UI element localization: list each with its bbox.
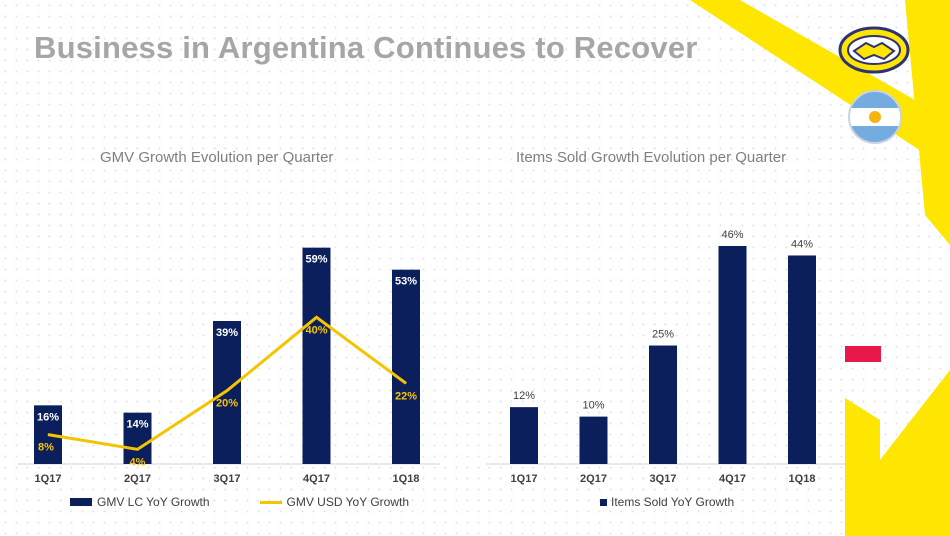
x-tick-label: 4Q17 — [303, 473, 330, 485]
yellow-check-shape — [845, 370, 950, 536]
chart1-title: GMV Growth Evolution per Quarter — [100, 149, 334, 166]
x-tick-label: 2Q17 — [580, 473, 607, 485]
bar-items-sold — [510, 407, 538, 464]
legend-label-gmv-lc: GMV LC YoY Growth — [97, 495, 210, 509]
chart2-legend: Items Sold YoY Growth — [600, 495, 762, 509]
legend-item-gmv-lc: GMV LC YoY Growth — [70, 495, 210, 509]
x-tick-label: 3Q17 — [214, 473, 241, 485]
bar-value-label: 44% — [791, 238, 813, 250]
bar-value-label: 39% — [216, 327, 238, 339]
yellow-check-inner — [880, 460, 905, 536]
legend-label-gmv-usd: GMV USD YoY Growth — [286, 495, 410, 509]
page-title: Business in Argentina Continues to Recov… — [34, 30, 698, 65]
pink-accent-bar — [845, 346, 881, 362]
bar-items-sold — [718, 246, 747, 464]
legend-item-gmv-usd: GMV USD YoY Growth — [259, 495, 410, 509]
line-value-label: 20% — [216, 398, 238, 410]
line-value-label: 40% — [305, 324, 327, 336]
line-point-gmv-usd — [137, 448, 138, 450]
legend-label-items-sold: Items Sold YoY Growth — [611, 495, 735, 509]
bar-gmv-lc — [123, 412, 152, 464]
bar-value-label: 14% — [126, 419, 148, 431]
x-tick-label: 1Q17 — [511, 473, 538, 485]
chart1-legend: GMV LC YoY Growth GMV USD YoY Growth — [70, 495, 437, 509]
line-value-label: 8% — [38, 442, 54, 454]
chart2-title: Items Sold Growth Evolution per Quarter — [516, 149, 787, 166]
bar-value-label: 46% — [721, 229, 743, 241]
bar-value-label: 12% — [513, 390, 535, 402]
bar-gmv-lc — [302, 247, 331, 464]
yellow-right-stripe — [905, 0, 950, 245]
bar-items-sold — [579, 416, 608, 464]
legend-item-items-sold: Items Sold YoY Growth — [600, 495, 734, 509]
line-point-gmv-usd — [316, 316, 317, 318]
bar-gmv-lc — [392, 269, 420, 464]
legend-swatch-bar — [600, 498, 607, 506]
argentina-flag-icon — [846, 88, 904, 151]
x-tick-label: 1Q18 — [789, 473, 816, 485]
line-value-label: 4% — [130, 456, 146, 468]
line-point-gmv-usd — [226, 390, 228, 392]
bar-value-label: 25% — [652, 329, 674, 341]
bar-value-label: 59% — [305, 254, 327, 266]
line-point-gmv-usd — [47, 434, 49, 436]
x-tick-label: 4Q17 — [719, 473, 746, 485]
bar-value-label: 53% — [395, 276, 417, 288]
x-tick-label: 2Q17 — [124, 473, 151, 485]
bar-items-sold — [788, 255, 816, 464]
legend-swatch-bar — [70, 498, 92, 506]
bar-gmv-lc — [213, 321, 241, 464]
legend-swatch-line — [259, 500, 282, 504]
x-tick-label: 1Q17 — [35, 473, 62, 485]
bar-items-sold — [649, 345, 677, 464]
bar-value-label: 10% — [582, 400, 604, 412]
x-tick-label: 1Q18 — [393, 473, 420, 485]
bar-value-label: 16% — [37, 411, 59, 423]
handshake-logo-icon — [838, 25, 910, 80]
line-point-gmv-usd — [405, 382, 407, 384]
x-tick-label: 3Q17 — [650, 473, 677, 485]
line-value-label: 22% — [395, 390, 417, 402]
